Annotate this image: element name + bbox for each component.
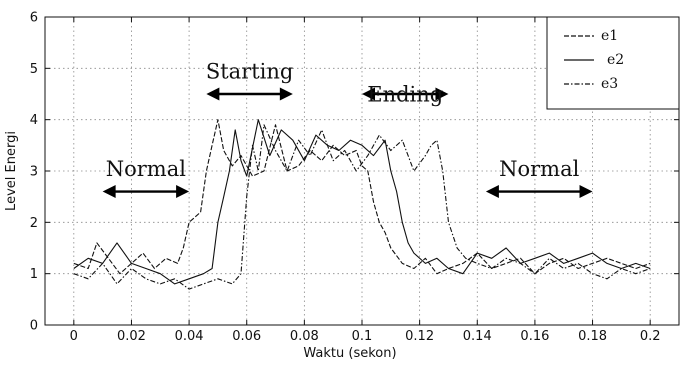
- legend-label-e3: e3: [601, 76, 618, 92]
- annotation-arrowhead-left: [485, 185, 499, 199]
- series-line-e1: [73, 119, 651, 275]
- legend-label-e2: e2: [607, 52, 624, 68]
- y-tick-label: 1: [30, 267, 38, 282]
- x-tick-label: 0.1: [352, 329, 373, 344]
- legend: e1 e2 e3: [546, 16, 680, 110]
- annotation-arrowhead-left: [362, 87, 375, 101]
- axis-ticks: 0 0.02 0.04 0.06 0.08 0.1 0.12 0.14 0.16 0.18 0.2 0…: [30, 11, 679, 344]
- x-tick-label: 0.2: [640, 329, 661, 344]
- series-lines: [73, 119, 651, 290]
- x-tick-label: 0.14: [463, 329, 492, 344]
- x-tick-label: 0.12: [405, 329, 434, 344]
- y-tick-label: 5: [30, 62, 38, 77]
- x-tick-label: 0.16: [520, 329, 549, 344]
- y-axis-label: Level Energi: [4, 131, 19, 211]
- x-tick-label: 0: [70, 329, 78, 344]
- annotation-arrowhead-right: [176, 185, 190, 199]
- x-tick-label: 0.02: [117, 329, 146, 344]
- x-tick-label: 0.18: [578, 329, 607, 344]
- series-line-e3: [73, 124, 651, 290]
- y-tick-label: 4: [30, 113, 38, 128]
- x-axis-label: Waktu (sekon): [303, 346, 396, 360]
- annotation-label: Ending: [367, 83, 443, 107]
- legend-box: [546, 16, 680, 110]
- legend-label-e1: e1: [601, 28, 618, 44]
- annotation-arrowhead-right: [435, 87, 449, 101]
- series-line-e2: [73, 119, 651, 285]
- y-tick-label: 3: [30, 165, 38, 180]
- y-tick-label: 2: [30, 216, 38, 231]
- annotation-arrowhead-right: [579, 185, 593, 199]
- annotation-label: Normal: [106, 157, 186, 181]
- x-tick-label: 0.08: [290, 329, 319, 344]
- x-tick-label: 0.04: [175, 329, 204, 344]
- phase-annotations: Normal Starting Ending Normal: [102, 60, 593, 199]
- grid-lines: [45, 16, 679, 326]
- annotation-arrowhead-left: [206, 87, 220, 101]
- y-tick-label: 6: [30, 11, 38, 26]
- annotation-arrowhead-left: [102, 185, 116, 199]
- y-tick-label: 0: [30, 319, 38, 334]
- annotation-label: Starting: [206, 60, 294, 84]
- x-tick-label: 0.06: [232, 329, 261, 344]
- annotation-label: Normal: [499, 157, 579, 181]
- annotation-arrowhead-right: [279, 87, 293, 101]
